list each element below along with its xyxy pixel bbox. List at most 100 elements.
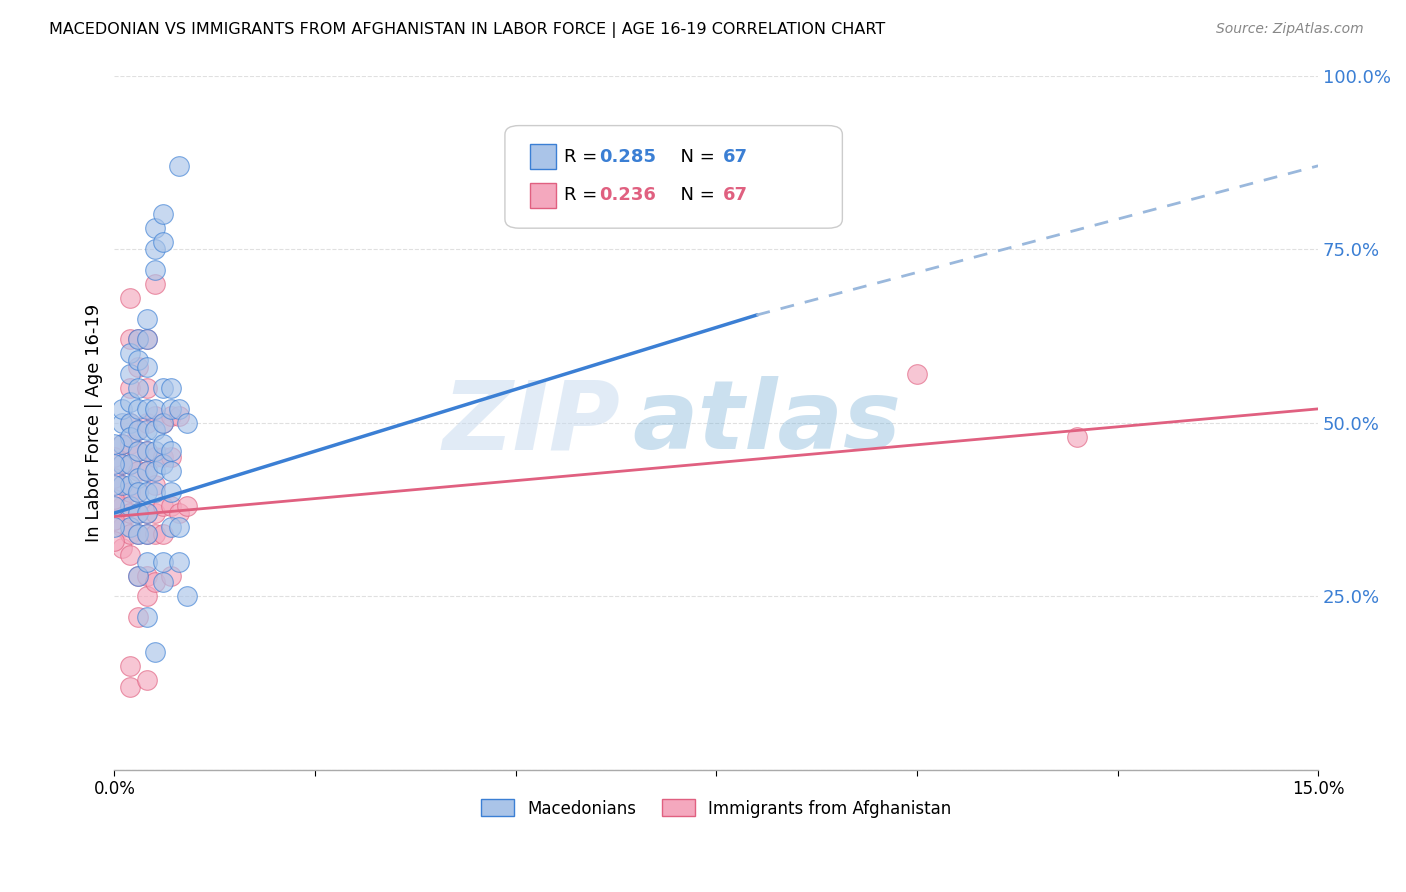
Point [111, 520, 134, 534]
Point [1066, 430, 1088, 444]
Text: 0.236: 0.236 [599, 186, 657, 204]
Point [152, 416, 174, 430]
Point [152, 235, 174, 250]
Y-axis label: In Labor Force | Age 16-19: In Labor Force | Age 16-19 [86, 303, 103, 541]
Point [127, 353, 149, 368]
Point [127, 443, 149, 458]
Point [135, 485, 157, 500]
Point [127, 443, 149, 458]
Text: R =: R = [564, 186, 603, 204]
Text: 0.285: 0.285 [599, 148, 657, 166]
Point [135, 360, 157, 375]
Point [176, 416, 198, 430]
Point [120, 367, 142, 381]
Point [135, 555, 157, 569]
Point [111, 458, 134, 472]
Point [120, 458, 142, 472]
Point [167, 506, 190, 520]
Point [152, 575, 174, 590]
Point [120, 416, 142, 430]
Point [159, 464, 181, 478]
Point [159, 450, 181, 465]
Point [143, 450, 166, 465]
Point [127, 506, 149, 520]
Point [103, 450, 125, 465]
Point [127, 610, 149, 624]
Point [135, 506, 157, 520]
Text: 67: 67 [723, 148, 748, 166]
Point [135, 443, 157, 458]
Point [167, 401, 190, 416]
Point [159, 443, 181, 458]
Point [120, 430, 142, 444]
Point [127, 333, 149, 347]
Point [127, 527, 149, 541]
Point [111, 416, 134, 430]
Point [127, 381, 149, 395]
Point [111, 436, 134, 450]
Point [127, 527, 149, 541]
Point [143, 506, 166, 520]
Point [127, 568, 149, 582]
Point [120, 520, 142, 534]
Point [152, 458, 174, 472]
Point [111, 499, 134, 513]
Point [143, 527, 166, 541]
Point [905, 367, 928, 381]
Point [143, 242, 166, 256]
Point [135, 527, 157, 541]
Point [127, 333, 149, 347]
Legend: Macedonians, Immigrants from Afghanistan: Macedonians, Immigrants from Afghanistan [474, 793, 959, 824]
Point [159, 401, 181, 416]
Point [152, 555, 174, 569]
Point [152, 381, 174, 395]
Point [143, 478, 166, 492]
Point [135, 333, 157, 347]
Point [135, 590, 157, 604]
Point [103, 471, 125, 485]
Point [111, 401, 134, 416]
Point [159, 520, 181, 534]
Point [127, 401, 149, 416]
Point [135, 464, 157, 478]
Point [103, 533, 125, 548]
Point [176, 499, 198, 513]
Point [143, 277, 166, 291]
Point [159, 499, 181, 513]
Point [143, 221, 166, 235]
Point [143, 443, 166, 458]
Point [167, 555, 190, 569]
Point [103, 436, 125, 450]
Point [120, 680, 142, 694]
Point [135, 311, 157, 326]
Point [127, 423, 149, 437]
Point [127, 471, 149, 485]
Point [135, 333, 157, 347]
Point [159, 381, 181, 395]
Point [143, 423, 166, 437]
Point [159, 568, 181, 582]
Point [152, 450, 174, 465]
Point [120, 527, 142, 541]
Point [176, 590, 198, 604]
Point [127, 423, 149, 437]
Point [143, 485, 166, 500]
Text: Source: ZipAtlas.com: Source: ZipAtlas.com [1216, 22, 1364, 37]
Point [120, 485, 142, 500]
Point [135, 568, 157, 582]
Point [143, 263, 166, 277]
Point [127, 485, 149, 500]
Point [120, 416, 142, 430]
Point [143, 464, 166, 478]
Point [120, 658, 142, 673]
Point [159, 409, 181, 423]
Point [120, 436, 142, 450]
Point [135, 443, 157, 458]
Point [120, 548, 142, 562]
Text: ZIP: ZIP [441, 376, 620, 469]
Point [103, 458, 125, 472]
Point [111, 436, 134, 450]
Point [152, 499, 174, 513]
Point [120, 291, 142, 305]
Point [152, 207, 174, 221]
